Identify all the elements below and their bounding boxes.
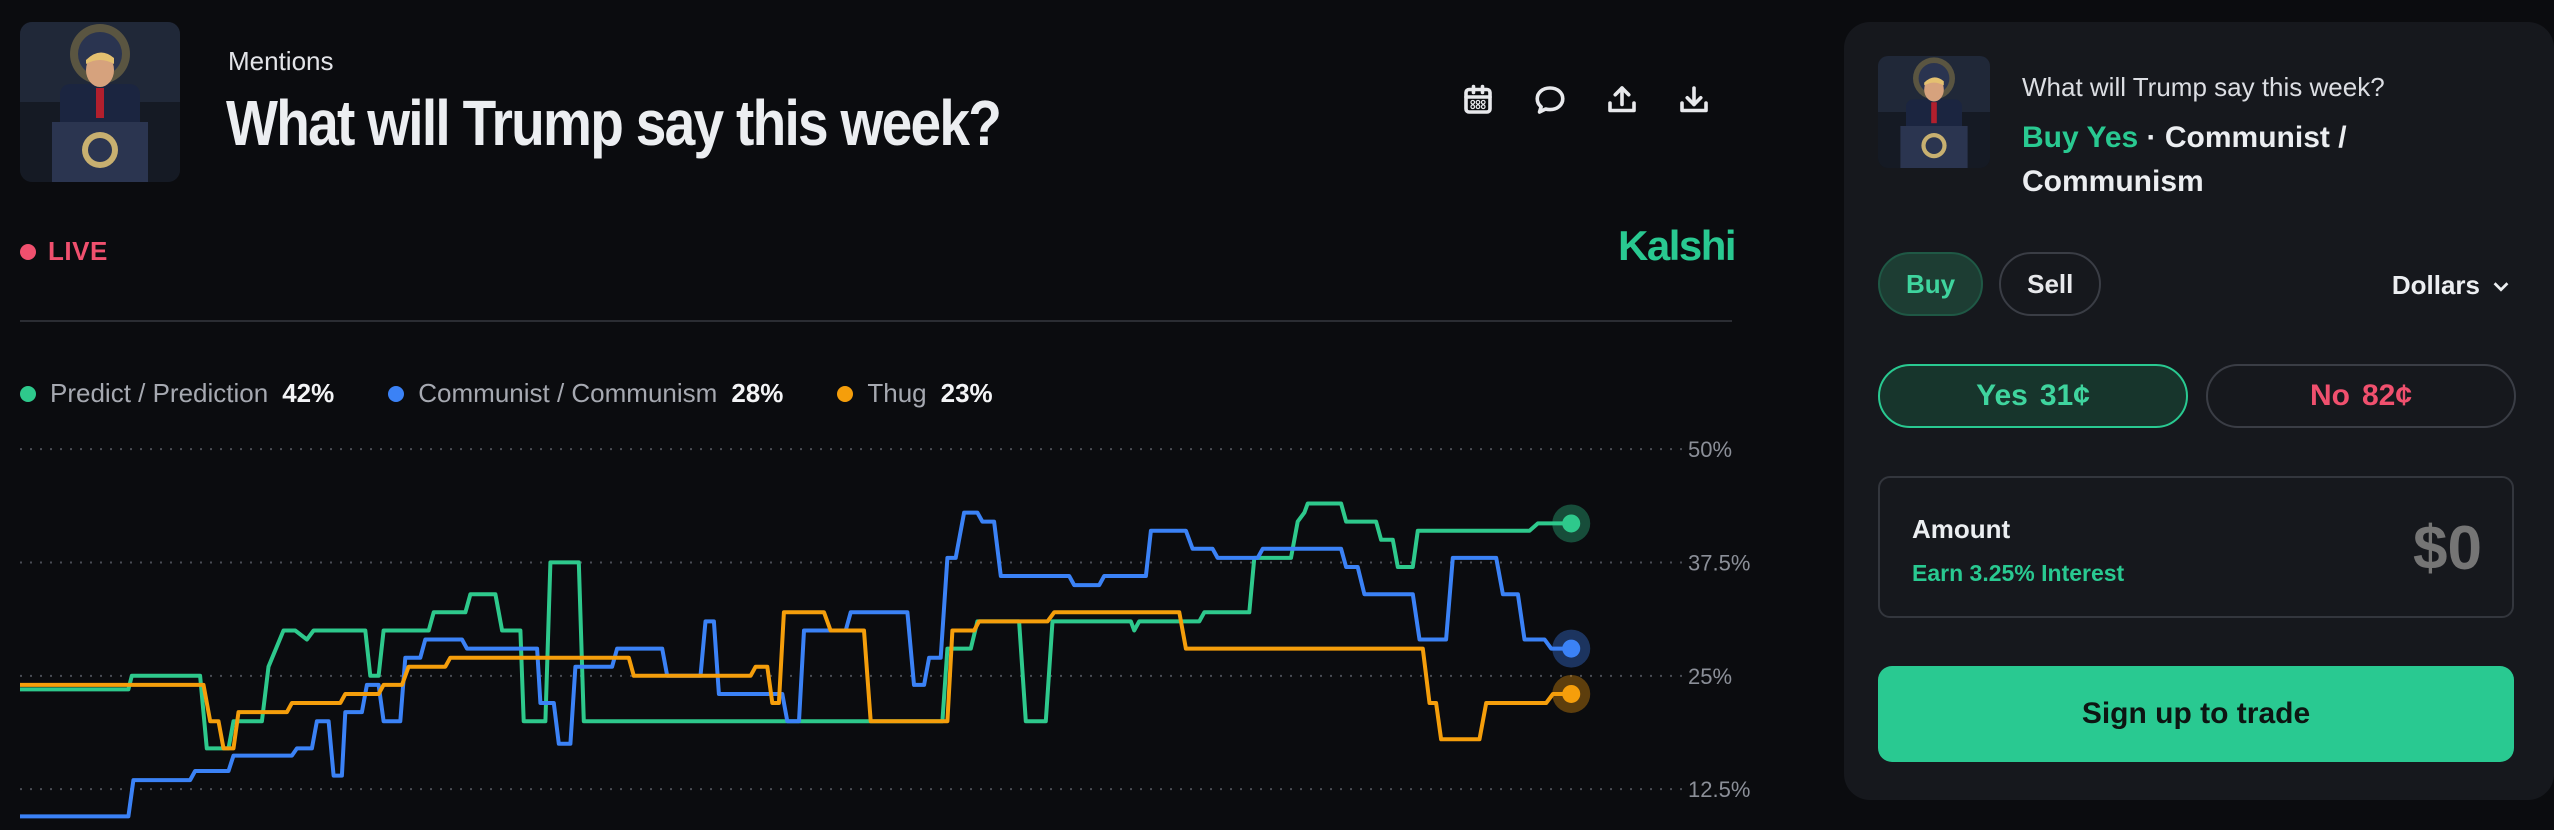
series-endpoint [1562,514,1581,533]
y-tick-label: 12.5% [1688,777,1750,802]
yes-button[interactable]: Yes 31¢ [1878,364,2188,428]
series-line [20,610,1572,751]
download-button[interactable] [1672,78,1716,122]
y-tick-label: 50% [1688,440,1732,462]
order-side: Buy Yes [2022,121,2139,154]
outcome-buttons: Yes 31¢ No 82¢ [1878,364,2516,428]
legend-name: Predict / Prediction [50,378,269,408]
legend-dot-icon [837,385,854,402]
order-tabs: Buy Sell [1878,252,2102,316]
kalshi-logo: Kalshi [1618,222,1737,269]
legend-item-thug: Thug 23% [837,378,993,409]
live-badge: LIVE [20,236,108,267]
price-history-chart[interactable]: 12.5% 25% 37.5% 50% [0,440,1780,830]
legend-name: Thug [867,378,927,408]
no-label: No [2309,379,2350,412]
tab-buy[interactable]: Buy [1878,252,1984,316]
chart-legend: Predict / Prediction 42% Communist / Com… [20,378,993,409]
unit-dropdown[interactable]: Dollars [2392,270,2512,301]
sign-up-button[interactable]: Sign up to trade [1878,666,2514,762]
market-title: What will Trump say this week? [226,87,1002,159]
no-price: 82¢ [2361,379,2413,412]
legend-item-communist: Communist / Communism 28% [388,378,783,409]
chevron-down-icon [2493,281,2509,292]
comment-icon [1535,86,1565,114]
download-icon [1680,86,1708,113]
series-line [20,510,1572,819]
legend-value: 42% [282,378,335,408]
share-button[interactable] [1600,78,1644,122]
amount-label: Amount [1912,514,2011,544]
legend-value: 28% [731,378,784,408]
panel-selection: Buy Yes · Communist / Communism [2022,116,2502,204]
trade-panel: What will Trump say this week? Buy Yes ·… [1844,22,2554,800]
market-thumbnail [20,22,180,182]
market-category[interactable]: Mentions [228,46,334,76]
calendar-button[interactable] [1456,78,1500,122]
interest-note[interactable]: Earn 3.25% Interest [1912,560,2125,586]
panel-thumbnail [1878,56,1990,168]
calendar-icon [1464,84,1492,114]
share-icon [1608,86,1636,113]
selected-outcome: Communist / Communism [2022,121,2347,198]
legend-dot-icon [20,385,36,402]
legend-item-predict: Predict / Prediction 42% [20,378,334,409]
series-endpoint [1562,684,1581,703]
legend-dot-icon [388,385,405,402]
y-tick-label: 37.5% [1688,550,1750,575]
legend-value: 23% [940,378,993,408]
market-toolbar [1456,78,1716,122]
comments-button[interactable] [1528,78,1572,122]
yes-label: Yes [1976,379,2028,412]
tab-sell[interactable]: Sell [1999,252,2102,316]
legend-name: Communist / Communism [418,378,718,408]
amount-input[interactable] [2182,508,2482,588]
live-label: LIVE [48,236,108,266]
y-tick-label: 25% [1688,664,1732,689]
trump-podium-image [20,22,180,182]
trump-podium-image [1878,56,1990,168]
live-dot-icon [20,243,36,260]
series-endpoint [1562,639,1581,658]
header-divider [20,320,1732,322]
panel-question: What will Trump say this week? [2022,72,2385,102]
selection-separator: · [2138,121,2165,154]
amount-field[interactable]: Amount Earn 3.25% Interest [1878,476,2514,618]
no-button[interactable]: No 82¢ [2206,364,2516,428]
yes-price: 31¢ [2039,379,2090,412]
unit-label: Dollars [2391,270,2480,300]
